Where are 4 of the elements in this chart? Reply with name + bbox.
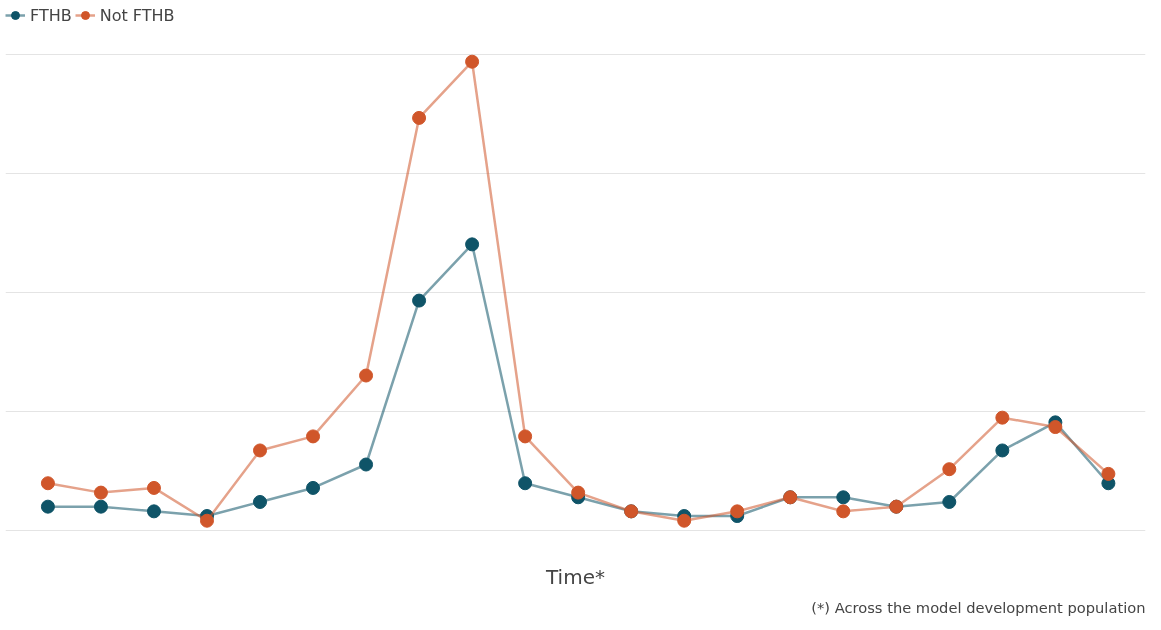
legend-label: FTHB [30,5,72,25]
legend-label: Not FTHB [99,5,175,25]
text: (*) Across the model development population [811,598,1146,616]
x-axis-title: Time* [545,564,605,589]
